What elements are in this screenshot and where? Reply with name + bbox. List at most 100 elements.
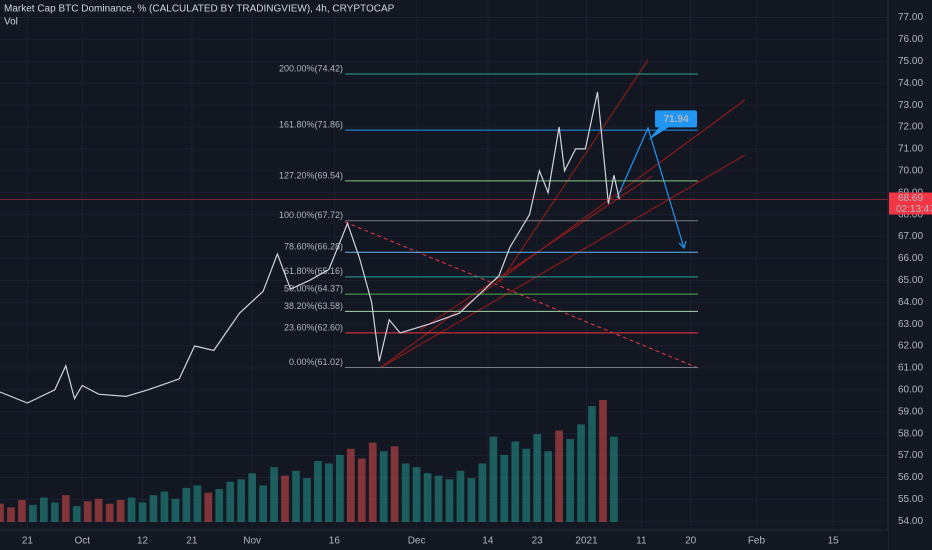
x-tick-label: 11 [636, 536, 647, 547]
y-tick-label: 66.00 [898, 253, 923, 264]
y-tick-label: 77.00 [898, 12, 923, 23]
y-tick-label: 73.00 [898, 100, 923, 111]
volume-bar [18, 500, 26, 522]
volume-bar [281, 475, 289, 522]
volume-bar [270, 467, 278, 522]
volume-bar [40, 497, 48, 522]
volume-bar [0, 503, 4, 522]
y-tick-label: 58.00 [898, 428, 923, 439]
fib-label: 50.00%(64.37) [284, 284, 343, 294]
volume-bar [489, 436, 498, 522]
volume-bar [94, 498, 103, 522]
volume-bar [544, 451, 552, 522]
x-tick-label: 21 [22, 536, 34, 547]
y-tick-label: 71.00 [898, 144, 923, 155]
x-tick-label: 16 [329, 536, 341, 547]
volume-bar [346, 448, 355, 522]
y-tick-label: 54.00 [898, 516, 923, 527]
x-tick-label: 14 [482, 536, 494, 547]
volume-bar [314, 461, 322, 522]
volume-legend: Vol [4, 17, 18, 28]
volume-bar [215, 489, 224, 522]
last-price-label: 68.69 [898, 193, 923, 204]
y-tick-label: 56.00 [898, 472, 923, 483]
x-tick-label: 23 [532, 536, 544, 547]
volume-bar [456, 470, 465, 522]
y-tick-label: 67.00 [898, 231, 923, 242]
x-tick-label: Feb [748, 536, 766, 547]
fib-label: 23.60%(62.60) [284, 322, 343, 332]
x-tick-label: 20 [685, 536, 697, 547]
volume-bar [325, 463, 333, 522]
x-tick-label: 15 [828, 536, 840, 547]
volume-bar [193, 485, 202, 522]
volume-bar [72, 506, 81, 522]
y-tick-label: 62.00 [898, 341, 923, 352]
fib-label: 78.60%(66.28) [284, 242, 343, 252]
trend-line-dashed [344, 221, 699, 369]
y-tick-label: 60.00 [898, 384, 923, 395]
fib-label: 127.20%(69.54) [279, 170, 343, 180]
x-tick-label: Oct [74, 536, 90, 547]
target-label: 71.94 [663, 114, 688, 125]
volume-bar [105, 503, 114, 522]
y-tick-label: 76.00 [898, 34, 923, 45]
volume-bar [390, 446, 399, 522]
volume-bar [204, 492, 213, 522]
countdown-label: 02:13:47 [896, 204, 932, 215]
volume-bar [237, 479, 246, 522]
volume-bar [50, 502, 59, 522]
y-tick-label: 70.00 [898, 165, 923, 176]
volume-bar [533, 434, 542, 522]
volume-bar [401, 463, 410, 522]
y-tick-label: 74.00 [898, 78, 923, 89]
volume-bar [292, 470, 300, 522]
projection-arrow [616, 126, 685, 249]
axes: 54.00 55.00 56.00 57.00 58.00 59.00 60.00 61.00… [22, 12, 932, 547]
volume-bar [127, 497, 136, 522]
volume-bar [149, 495, 158, 522]
volume-bar [610, 436, 618, 522]
time-axis [0, 530, 888, 550]
x-tick-label: 21 [186, 536, 198, 547]
volume-bar [138, 502, 147, 522]
volume-bar [423, 473, 432, 522]
y-tick-label: 59.00 [898, 406, 923, 417]
y-tick-label: 65.00 [898, 275, 923, 286]
y-tick-label: 55.00 [898, 494, 923, 505]
volume-bar [171, 498, 180, 522]
volume-bar [577, 424, 585, 522]
x-tick-label: 2021 [575, 536, 598, 547]
volume-bar [182, 487, 191, 522]
last-price-box [889, 192, 932, 215]
y-tick-label: 61.00 [898, 363, 923, 374]
volume-bar [434, 475, 443, 522]
arrow-head [678, 240, 687, 250]
fib-label: 161.80%(71.86) [279, 119, 343, 129]
volume-bar [555, 430, 563, 522]
x-tick-label: 12 [137, 536, 149, 547]
volume-bar [412, 467, 421, 522]
volume-bar [379, 451, 388, 522]
trend-line [419, 175, 653, 331]
volume-bar [599, 400, 607, 522]
x-tick-label: Dec [408, 536, 426, 547]
volume-bar [116, 500, 125, 522]
y-tick-label: 72.00 [898, 122, 923, 133]
x-tick-label: Nov [243, 536, 261, 547]
y-tick-label: 57.00 [898, 450, 923, 461]
volume-bar [259, 485, 267, 522]
volume-bar [588, 406, 596, 522]
target-callout [655, 110, 697, 128]
fib-label: 61.80%(65.16) [284, 266, 343, 276]
price-line [0, 91, 620, 404]
fib-label: 0.00%(61.02) [289, 357, 343, 367]
volume-bar [29, 504, 37, 522]
fib-label: 38.20%(63.58) [284, 301, 343, 311]
volume-bar [248, 473, 256, 522]
fib-retracement: 200.00%(74.42) 161.80%(71.86) 127.20%(69.5… [279, 63, 698, 368]
volume-bar [357, 458, 366, 522]
